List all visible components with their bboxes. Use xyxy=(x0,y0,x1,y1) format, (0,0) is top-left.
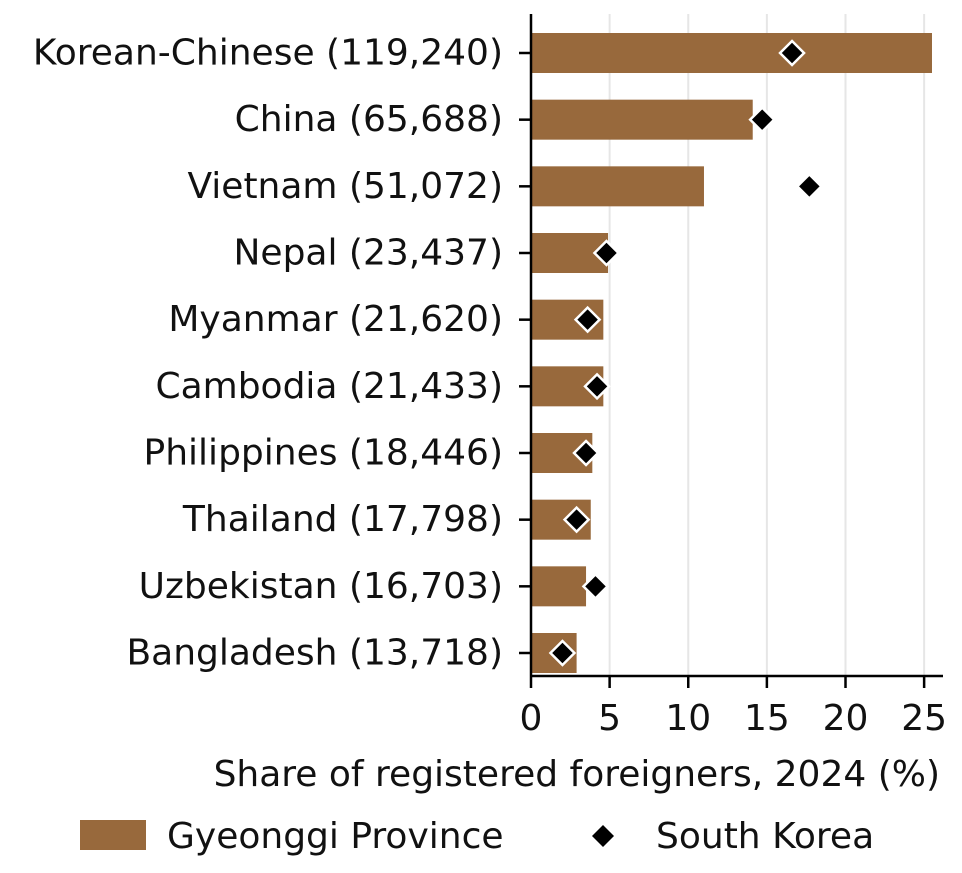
markers xyxy=(548,39,824,667)
legend-marker-south-korea xyxy=(592,825,614,847)
marker xyxy=(583,372,611,401)
category-label: Thailand (17,798) xyxy=(182,499,503,540)
category-label: Cambodia (21,433) xyxy=(155,366,503,407)
x-tick-label: 5 xyxy=(598,698,621,739)
marker xyxy=(748,105,776,134)
y-ticks: Korean-Chinese (119,240) China (65,688) Vi… xyxy=(33,33,531,674)
bar xyxy=(531,166,704,207)
x-tick-label: 20 xyxy=(823,698,869,739)
legend-label-south-korea: South Korea xyxy=(656,816,874,857)
x-tick-label: 0 xyxy=(520,698,543,739)
marker xyxy=(572,439,600,467)
legend-swatch-gyeonggi xyxy=(80,820,146,850)
marker xyxy=(562,505,591,534)
category-label: Korean-Chinese (119,240) xyxy=(33,33,503,74)
category-label: Myanmar (21,620) xyxy=(168,299,503,340)
category-label: Uzbekistan (16,703) xyxy=(139,566,503,607)
marker xyxy=(573,305,602,334)
legend-label-gyeonggi: Gyeonggi Province xyxy=(167,816,504,857)
marker xyxy=(795,172,824,201)
category-label: Bangladesh (13,718) xyxy=(126,633,503,674)
x-tick-label: 10 xyxy=(665,698,711,739)
category-label: Nepal (23,437) xyxy=(234,233,504,274)
axes xyxy=(529,14,943,678)
x-axis-label: Share of registered foreigners, 2024 (%) xyxy=(214,754,940,795)
bar xyxy=(531,566,587,607)
bar xyxy=(531,33,932,73)
bar xyxy=(531,99,753,140)
marker xyxy=(592,239,621,267)
category-label: Vietnam (51,072) xyxy=(187,166,503,207)
marker xyxy=(548,639,577,667)
legend: Gyeonggi Province South Korea xyxy=(80,816,874,857)
category-label: Philippines (18,446) xyxy=(144,433,503,474)
x-tick-label: 15 xyxy=(744,698,790,739)
x-tick-label: 25 xyxy=(901,698,947,739)
category-label: China (65,688) xyxy=(235,99,503,140)
marker xyxy=(581,572,610,601)
x-ticks: 0 5 10 15 20 25 xyxy=(520,676,947,739)
marker xyxy=(778,39,806,67)
bars xyxy=(531,33,932,673)
